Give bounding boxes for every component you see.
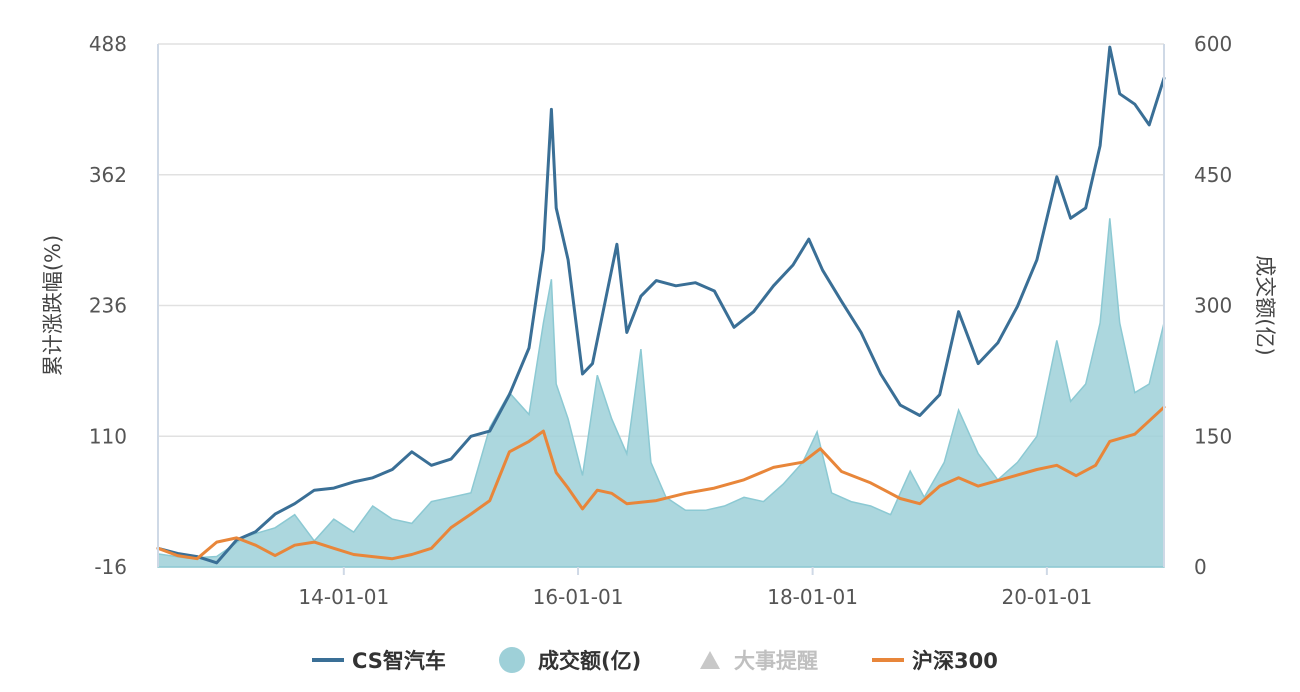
y-right-tick-label: 150 [1194, 424, 1232, 448]
legend-label: 大事提醒 [734, 649, 818, 673]
y-left-tick-label: 362 [89, 163, 127, 187]
legend-label: 沪深300 [912, 649, 998, 673]
legend-item-events[interactable]: 大事提醒 [700, 649, 818, 673]
axis-layer: -16 110 236 362 488 0 150 300 450 600 14-01-01 16-0… [41, 32, 1277, 609]
y-right-axis-title: 成交额(亿) [1253, 255, 1277, 355]
y-left-tick-label: 488 [89, 32, 127, 56]
x-tick-label: 16-01-01 [533, 585, 624, 609]
y-right-tick-label: 300 [1194, 294, 1232, 318]
y-left-tick-label: 110 [89, 424, 127, 448]
legend-layer[interactable]: CS智汽车 成交额(亿) 大事提醒 沪深300 [312, 647, 998, 673]
legend-item-cs[interactable]: CS智汽车 [312, 649, 446, 673]
volume-area [157, 218, 1165, 568]
x-tick-label: 18-01-01 [767, 585, 858, 609]
y-left-axis-title: 累计涨跌幅(%) [41, 235, 65, 376]
legend-circle-swatch [499, 647, 525, 673]
y-left-tick-label: 236 [89, 294, 127, 318]
hs300-line [156, 405, 1166, 561]
y-right-tick-label: 0 [1194, 555, 1207, 579]
y-right-tick-label: 600 [1194, 32, 1232, 56]
legend-label: CS智汽车 [352, 649, 446, 673]
volume-layer [157, 218, 1165, 568]
legend-item-volume[interactable]: 成交额(亿) [499, 647, 641, 673]
y-left-tick-label: -16 [94, 555, 127, 579]
x-tick-label: 14-01-01 [298, 585, 389, 609]
cs-line [156, 45, 1166, 565]
legend-label: 成交额(亿) [538, 649, 641, 673]
x-tick-label: 20-01-01 [1001, 585, 1092, 609]
triangle-icon [700, 651, 720, 669]
line-layer [156, 45, 1166, 565]
legend-item-hs300[interactable]: 沪深300 [872, 649, 998, 673]
y-right-tick-label: 450 [1194, 163, 1232, 187]
